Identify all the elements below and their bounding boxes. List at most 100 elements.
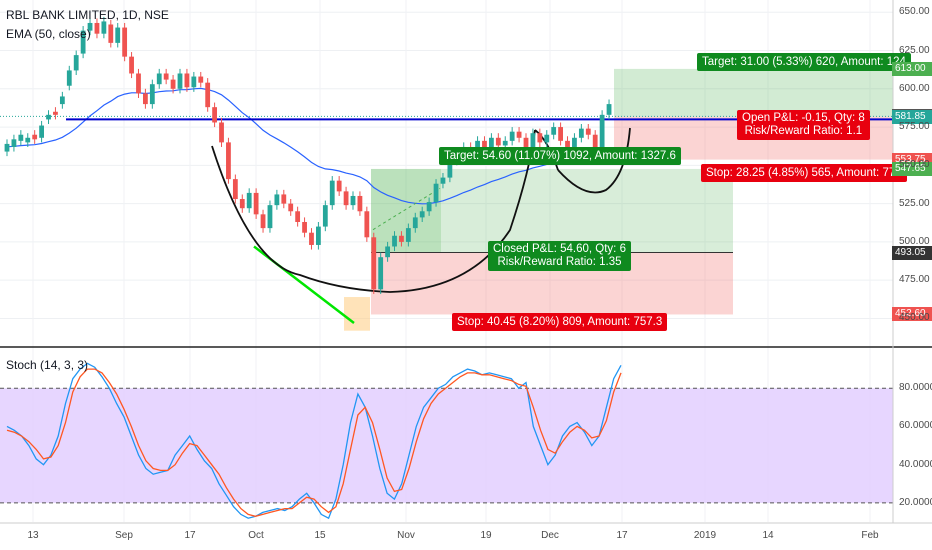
candle-down [205,82,211,108]
price-tick-label: 650.00 [899,6,930,18]
stop-label-1[interactable]: Stop: 40.45 (8.20%) 809, Amount: 757.3 [452,313,668,331]
candle-up [412,217,418,229]
stoch-background [0,387,893,504]
stoch-tick-label: 40.0000 [899,458,932,470]
stoch-k-line [6,362,622,520]
candle-up [475,140,480,154]
profit-zone-2 [614,68,893,117]
candle-down [585,128,591,135]
profit-zone-1 [441,168,733,253]
candle-up [101,21,107,34]
candle-up [322,205,328,227]
candle-up [489,137,494,149]
candle-down [558,127,563,141]
candle-down [495,137,501,146]
candle-up [426,202,432,212]
candle-up [572,137,577,147]
candle-down [253,192,259,215]
candle-up [39,125,44,138]
open-pnl-text: Open P&L: -0.15, Qty: 8 [742,112,865,124]
ema-line [6,87,610,205]
candle-down [32,134,38,140]
candle-down [302,221,307,233]
candle-down [239,199,245,209]
price-tag: 581.85 [892,109,932,124]
stoch-band [0,388,893,503]
closed-pnl-text: Closed P&L: 54.60, Qty: 6 [493,243,626,255]
ema-legend[interactable]: EMA (50, close) [6,27,91,41]
stoch-tick-label: 60.0000 [899,420,932,432]
candle-up [544,134,550,143]
price-tick-label: 550.00 [899,159,930,171]
candle-down [184,73,190,88]
candle-down [364,211,370,238]
price-tick-label: 475.00 [899,274,930,286]
candle-down [108,24,114,43]
time-tick-label: 14 [762,530,774,541]
candle-down [516,131,522,138]
candle-up [149,84,155,105]
price-tick-label: 600.00 [899,82,930,94]
candle-up [11,139,17,147]
candle-down [226,142,231,180]
candle-up [350,195,356,206]
candle-down [129,56,134,74]
candle-down [143,93,148,105]
candle-up [80,30,86,54]
time-tick-label: 19 [480,530,492,541]
stoch-tick-label: 20.0000 [899,496,932,508]
candle-down [523,137,529,147]
candle-down [94,22,100,34]
time-tick-label: 15 [314,530,326,541]
candle-up [156,73,162,85]
candle-up [46,114,51,120]
price-tick-label: 625.00 [899,44,930,56]
candle-up [392,235,397,247]
time-tick-label: Nov [397,530,415,541]
cup-curve [211,129,536,293]
time-tick-label: 17 [184,530,196,541]
candle-up [447,160,453,178]
closed-pnl-label[interactable]: Closed P&L: 54.60, Qty: 6 Risk/Reward Ra… [488,241,631,271]
candle-down [122,27,128,57]
time-tick-label: Dec [541,530,559,541]
stop-label-2[interactable]: Stop: 28.25 (4.85%) 565, Amount: 774 [701,164,907,182]
time-tick-label: 2019 [693,530,717,541]
price-tag: 452.60 [892,307,932,322]
highlight-box [344,297,370,331]
stoch-legend[interactable]: Stoch (14, 3, 3) [6,358,89,372]
price-tick-label: 450.00 [899,312,930,324]
target-label-1[interactable]: Target: 54.60 (11.07%) 1092, Amount: 132… [439,147,681,165]
target-label-2[interactable]: Target: 31.00 (5.33%) 620, Amount: 124 [697,53,911,71]
candle-down [537,133,543,143]
time-tick-label: 13 [27,530,39,541]
symbol-legend[interactable]: RBL BANK LIMITED, 1D, NSE [6,8,169,22]
candle-up [73,55,79,71]
ema-50-line [6,87,610,205]
candle-down [219,122,224,143]
stoch-tick-label: 80.0000 [899,382,932,394]
candle-up [191,76,197,88]
time-tick-label: Sep [115,530,133,541]
open-pnl-label[interactable]: Open P&L: -0.15, Qty: 8 Risk/Reward Rati… [737,110,870,140]
price-tick-label: 500.00 [899,235,930,247]
candle-down [232,179,238,200]
candle-up [530,133,536,147]
candle-up [405,228,411,242]
stoch-d-line [6,368,622,517]
candle-down [592,134,598,151]
candle-down [309,232,314,245]
candle-up [115,27,121,43]
candle-down [343,191,349,206]
candle-up [440,177,446,184]
candle-up [274,194,280,206]
price-tick-label: 525.00 [899,197,930,209]
candle-down [53,111,58,115]
price-tag: 493.05 [892,245,932,260]
candle-down [399,235,404,242]
candle-down [336,180,342,192]
candle-up [606,104,612,115]
price-tag: 613.00 [892,61,932,76]
rr-text-1: Risk/Reward Ratio: 1.35 [497,256,622,268]
